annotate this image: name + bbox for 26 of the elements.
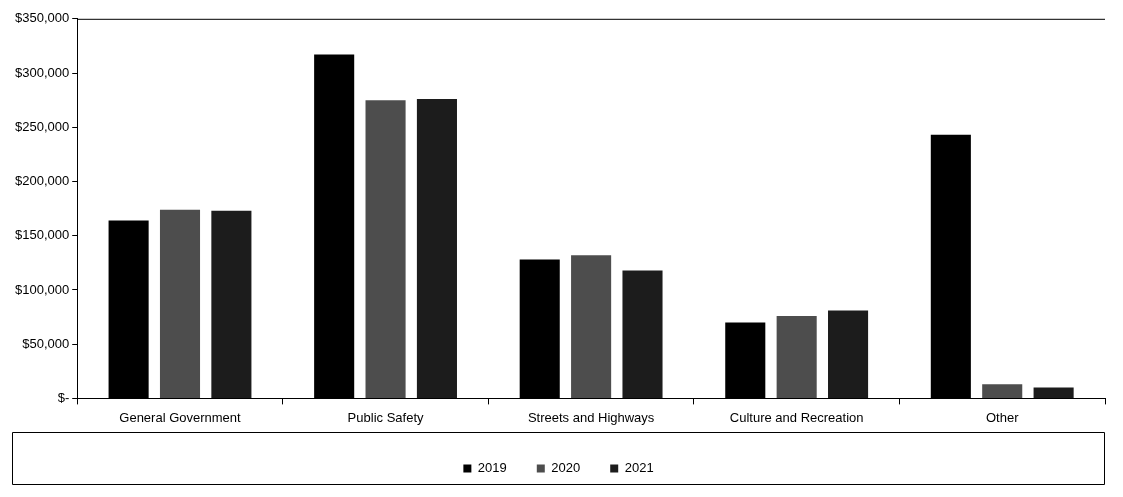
bar <box>622 270 663 398</box>
legend-label: 2019 <box>477 460 507 476</box>
x-tick-label: Other <box>985 409 1020 425</box>
x-tick-label: Culture and Recreation <box>729 409 864 425</box>
x-tick-label: Public Safety <box>347 409 424 425</box>
y-tick-label: $50,000 <box>22 335 70 351</box>
x-tick-label: General Government <box>119 409 242 425</box>
y-tick-label: $100,000 <box>14 281 70 297</box>
legend-label: 2020 <box>551 460 581 476</box>
bar <box>1033 387 1074 398</box>
bar <box>416 99 457 398</box>
x-tick-label: Streets and Highways <box>527 409 655 425</box>
y-tick-label: $150,000 <box>14 227 70 243</box>
bar <box>828 310 869 398</box>
y-tick-label: $300,000 <box>14 64 70 80</box>
bar <box>776 315 817 398</box>
y-tick-label: $- <box>57 389 70 405</box>
bar <box>211 210 252 398</box>
y-tick-label: $250,000 <box>14 118 70 134</box>
legend-label: 2021 <box>624 460 654 476</box>
y-tick-label: $350,000 <box>14 10 70 26</box>
bar <box>159 209 201 398</box>
y-tick-label: $200,000 <box>14 173 70 189</box>
bar <box>571 255 612 398</box>
bar <box>365 100 406 398</box>
bar <box>982 384 1023 398</box>
